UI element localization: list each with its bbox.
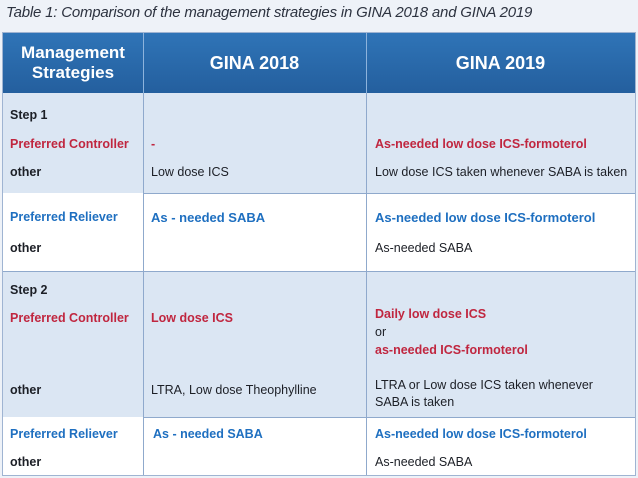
- step1-2019-controller: As-needed low dose ICS-formoterol: [375, 137, 587, 151]
- step2-2019-reliever: As-needed low dose ICS-formoterol: [375, 427, 587, 441]
- step1-reliever-label: Preferred Reliever: [10, 210, 118, 224]
- step2-other2-label: other: [10, 455, 42, 469]
- step1-controller-band: [3, 93, 635, 193]
- step1-reliever-band: [3, 193, 635, 271]
- step2-reliever-band: [3, 417, 635, 475]
- step1-2018-other1: Low dose ICS: [151, 165, 229, 179]
- step2-2019-other1: LTRA or Low dose ICS taken whenever SABA…: [375, 378, 593, 409]
- step1-2018-controller: -: [151, 137, 156, 151]
- step2-title: Step 2: [10, 283, 48, 297]
- step2-reliever-label: Preferred Reliever: [10, 427, 118, 441]
- step1-2019-reliever: As-needed low dose ICS-formoterol: [375, 210, 596, 225]
- step2-2018-reliever: As - needed SABA: [153, 427, 263, 441]
- step2-controller-band: [3, 271, 635, 417]
- table-caption: Table 1: Comparison of the management st…: [6, 4, 533, 21]
- step1-2019-other1: Low dose ICS taken whenever SABA is take…: [375, 165, 628, 179]
- step1-2019-other2: As-needed SABA: [375, 241, 473, 255]
- step2-2018-controller: Low dose ICS: [151, 311, 233, 325]
- step1-2018-reliever: As - needed SABA: [151, 210, 266, 225]
- header-management-strategies: Management Strategies: [21, 43, 125, 82]
- step1-other2-label: other: [10, 241, 42, 255]
- step1-title: Step 1: [10, 108, 48, 122]
- step2-2019-controller-or: or: [375, 325, 387, 339]
- header-gina-2018: GINA 2018: [209, 52, 300, 73]
- step2-controller-label: Preferred Controller: [10, 311, 129, 325]
- step1-other1-label: other: [10, 165, 42, 179]
- step2-2019-controller-b: as-needed ICS-formoterol: [375, 343, 528, 357]
- step1-controller-label: Preferred Controller: [10, 137, 129, 151]
- comparison-table: Management Strategies GINA 2018 GINA 201…: [2, 32, 636, 476]
- step2-2019-other2: As-needed SABA: [375, 455, 473, 469]
- step2-2019-controller-a: Daily low dose ICS: [375, 307, 487, 321]
- step2-other1-label: other: [10, 383, 42, 397]
- header-gina-2019: GINA 2019: [455, 52, 546, 73]
- step2-2018-other1: LTRA, Low dose Theophylline: [151, 383, 317, 397]
- table-header: Management Strategies GINA 2018 GINA 201…: [3, 33, 635, 93]
